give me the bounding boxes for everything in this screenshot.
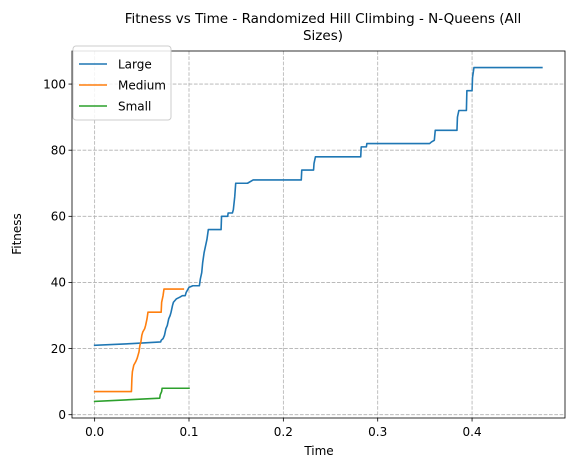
series-line-medium: [93, 288, 185, 393]
legend-label-medium: Medium: [118, 78, 166, 92]
x-tick-label: 0.3: [368, 425, 387, 439]
legend-label-small: Small: [118, 99, 151, 113]
x-tick-label: 0.2: [274, 425, 293, 439]
legend-label-large: Large: [118, 57, 152, 71]
x-tick-label: 0.0: [85, 425, 104, 439]
x-tick-label: 0.4: [463, 425, 482, 439]
x-tick-label: 0.1: [179, 425, 198, 439]
y-tick-label: 80: [51, 143, 66, 157]
chart-title-line-2: Sizes): [303, 28, 343, 44]
y-tick-label: 60: [51, 210, 66, 224]
series-line-small: [93, 387, 190, 403]
y-tick-label: 20: [51, 342, 66, 356]
plot-frame: [71, 50, 566, 419]
chart-title-line-1: Fitness vs Time - Randomized Hill Climbi…: [125, 11, 522, 27]
tick-layer: 0.0 0.1 0.2 0.3 0.4 0 20 40 60 80 100: [43, 77, 482, 439]
series-layer: [93, 66, 543, 403]
series-line-large: [93, 66, 543, 347]
y-axis-label: Fitness: [10, 213, 24, 255]
y-tick-label: 0: [58, 408, 66, 422]
legend: Large Medium Small: [72, 45, 172, 121]
y-tick-label: 100: [43, 77, 66, 91]
x-axis-label: Time: [303, 444, 333, 458]
y-tick-label: 40: [51, 276, 66, 290]
